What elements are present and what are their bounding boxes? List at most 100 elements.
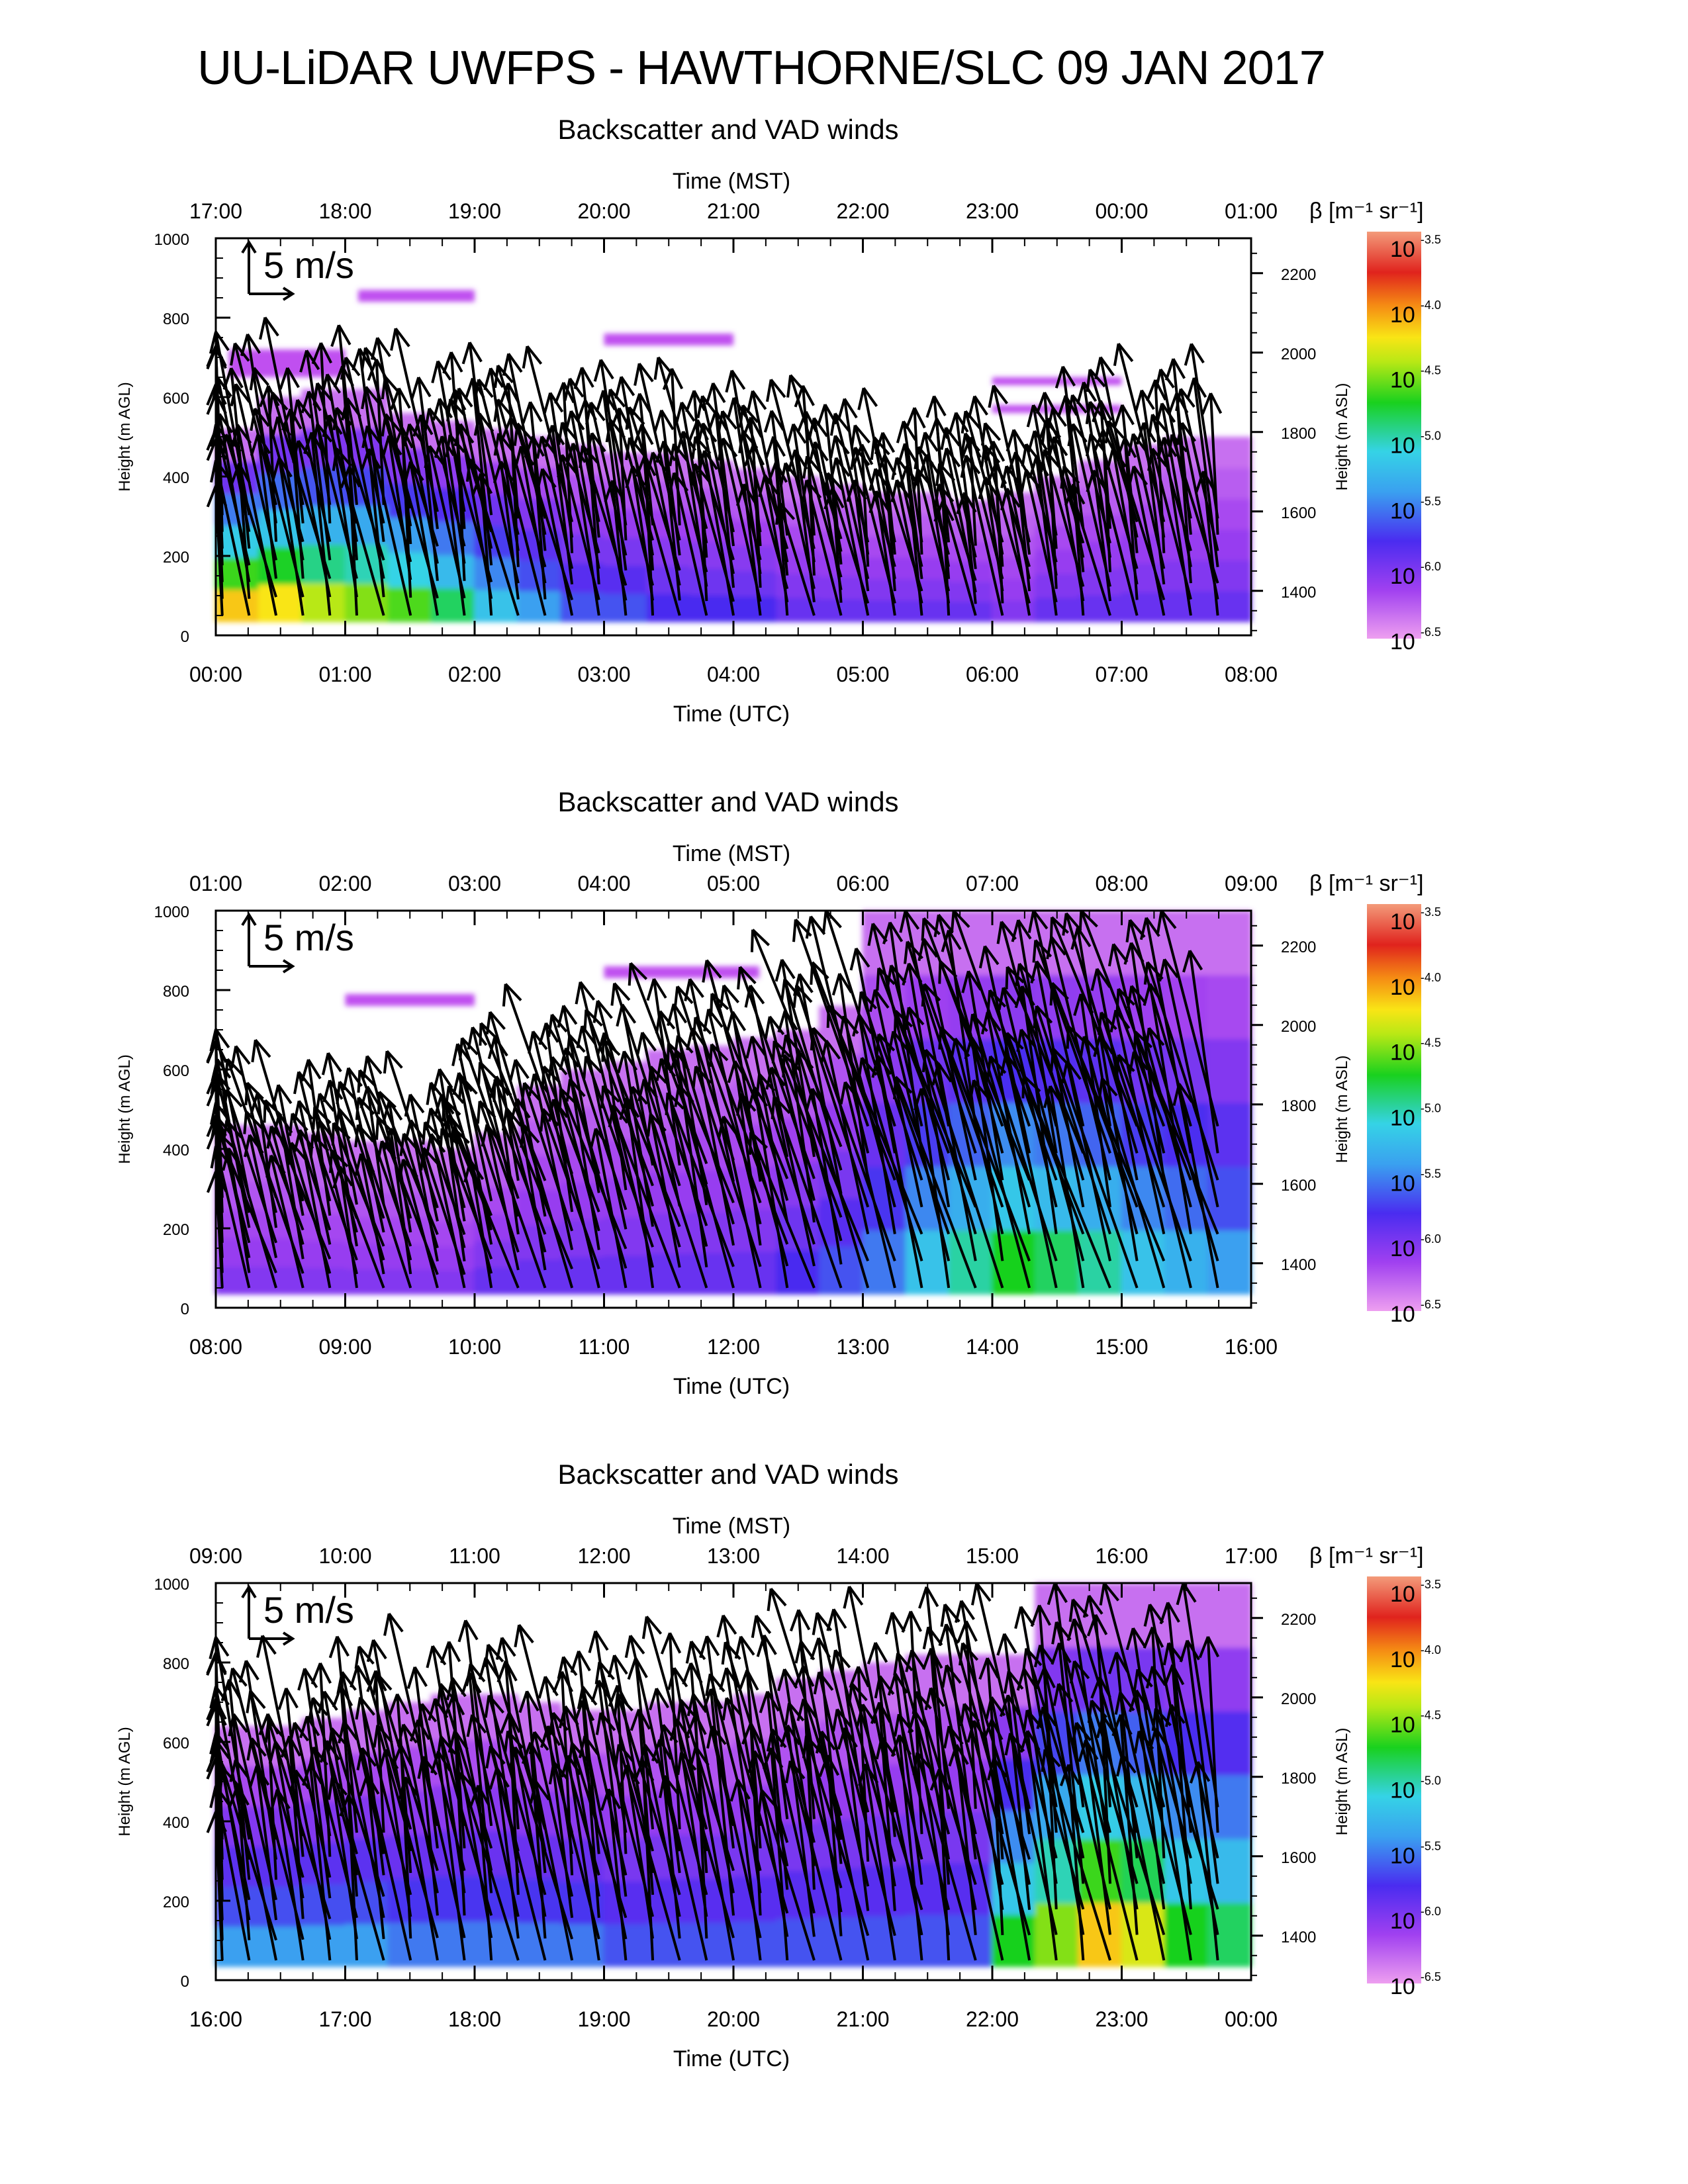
wind-arrow — [631, 466, 655, 601]
wind-arrow-head — [436, 1736, 443, 1759]
wind-arrow-head — [536, 436, 543, 459]
wind-arrow-head — [653, 410, 663, 432]
wind-arrow-head — [797, 1050, 814, 1069]
wind-arrow-head — [277, 1688, 288, 1710]
x-tick-label: 12:00 — [707, 1335, 760, 1359]
panel-title: Backscatter and VAD winds — [557, 786, 898, 817]
wind-arrow-head — [763, 410, 773, 433]
wind-arrow-head — [757, 1790, 763, 1813]
wind-arrow — [725, 1697, 789, 1914]
wind-arrow-head — [279, 367, 289, 390]
wind-arrow-head — [449, 351, 463, 373]
wind-arrow — [945, 1664, 1004, 1886]
wind-arrow-head — [621, 1003, 637, 1024]
wind-arrow-head — [685, 1641, 693, 1664]
wind-arrow-head — [688, 978, 704, 998]
wind-arrow — [705, 1635, 735, 1848]
wind-arrow-head — [291, 399, 299, 422]
wind-arrow — [311, 1697, 358, 1854]
wind-arrow — [730, 370, 762, 533]
wind-arrow-head — [1103, 1582, 1119, 1602]
wind-arrow-head — [770, 1588, 787, 1607]
wind-arrow — [629, 1635, 681, 1852]
wind-arrow-head — [616, 1692, 633, 1712]
reference-arrow — [241, 1584, 295, 1646]
wind-arrow-head — [443, 1098, 461, 1116]
wind-arrow — [880, 1737, 923, 1936]
wind-arrow-head — [858, 1763, 867, 1786]
wind-arrow-head — [1000, 465, 1008, 488]
wind-arrow-head — [1087, 1700, 1093, 1723]
backscatter-cell — [301, 1267, 346, 1295]
wind-arrow — [760, 1790, 816, 1961]
wind-arrow-head — [711, 1725, 727, 1745]
wind-arrow-head — [802, 1735, 808, 1758]
wind-arrow-head — [588, 1631, 597, 1653]
wind-arrow — [493, 1079, 573, 1270]
wind-arrow-head — [217, 1133, 221, 1157]
wind-arrow — [234, 1759, 278, 1961]
wind-arrow-head — [659, 1010, 676, 1030]
top-tick-label: 15:00 — [966, 1544, 1019, 1568]
wind-arrow-head — [861, 443, 874, 465]
backscatter-cell — [1207, 1166, 1252, 1231]
wind-arrow — [408, 461, 439, 616]
wind-arrow-head — [1021, 443, 1028, 467]
backscatter-cell — [1078, 594, 1123, 622]
wind-arrow — [649, 1066, 708, 1226]
wind-arrow — [357, 1646, 412, 1830]
wind-arrow-head — [605, 389, 612, 412]
wind-arrow-head — [625, 407, 631, 430]
top-tick-label: 01:00 — [1225, 199, 1278, 223]
wind-arrow-head — [789, 1760, 806, 1780]
wind-arrow — [705, 960, 762, 1161]
wind-arrow — [890, 1612, 923, 1809]
wind-arrow — [276, 416, 305, 561]
wind-arrow — [1121, 1754, 1166, 1961]
backscatter-cell — [430, 1246, 475, 1271]
wind-arrow-head — [1134, 390, 1143, 412]
wind-arrow-head — [1018, 962, 1035, 982]
wind-arrow-head — [904, 941, 909, 964]
wind-arrow-head — [910, 1649, 926, 1670]
colorbar-tick-exponent: -5.0 — [1421, 430, 1441, 443]
wind-arrow-head — [984, 945, 1000, 966]
wind-arrow — [471, 1026, 520, 1217]
wind-arrow-head — [805, 916, 812, 939]
wind-arrow-head — [953, 909, 970, 929]
wind-arrow-head — [831, 973, 841, 996]
wind-arrow-head — [894, 1713, 900, 1737]
wind-arrow-head — [893, 1653, 900, 1676]
wind-arrow-head — [327, 1052, 342, 1073]
wind-arrow-head — [445, 434, 451, 458]
top-tick-label: 19:00 — [448, 199, 501, 223]
colorbar-tick-exponent: -6.5 — [1421, 1970, 1441, 1983]
wind-arrow — [326, 374, 358, 542]
wind-arrow — [1154, 1707, 1219, 1910]
wind-arrow — [312, 1747, 358, 1919]
wind-arrow-head — [381, 377, 387, 400]
wind-arrow-head — [403, 461, 412, 484]
wind-arrow-head — [516, 422, 534, 441]
wind-arrow-head — [893, 1011, 898, 1034]
x-tick-label: 07:00 — [1095, 662, 1148, 686]
wind-arrow-head — [489, 1011, 506, 1030]
wind-arrow-head — [758, 1073, 776, 1092]
wind-arrow — [1062, 465, 1111, 616]
right-tick-label: 1600 — [1281, 1849, 1316, 1867]
wind-arrow-head — [904, 909, 920, 930]
y-axis-label: Height (m AGL) — [116, 382, 134, 491]
wind-arrow-head — [662, 1723, 679, 1744]
wind-arrow — [413, 1666, 439, 1848]
wind-arrow-head — [863, 387, 878, 407]
backscatter-cell — [905, 600, 950, 622]
wind-arrow — [741, 404, 789, 549]
wind-arrow-head — [1109, 1009, 1117, 1032]
wind-arrow — [894, 1010, 977, 1208]
wind-arrow — [873, 989, 923, 1208]
wind-arrow — [677, 1084, 735, 1289]
wind-arrow-head — [230, 383, 238, 407]
wind-arrow — [1071, 424, 1111, 587]
wind-arrow-head — [708, 1044, 713, 1067]
colorbar-tick-exponent: -5.0 — [1421, 1102, 1441, 1115]
